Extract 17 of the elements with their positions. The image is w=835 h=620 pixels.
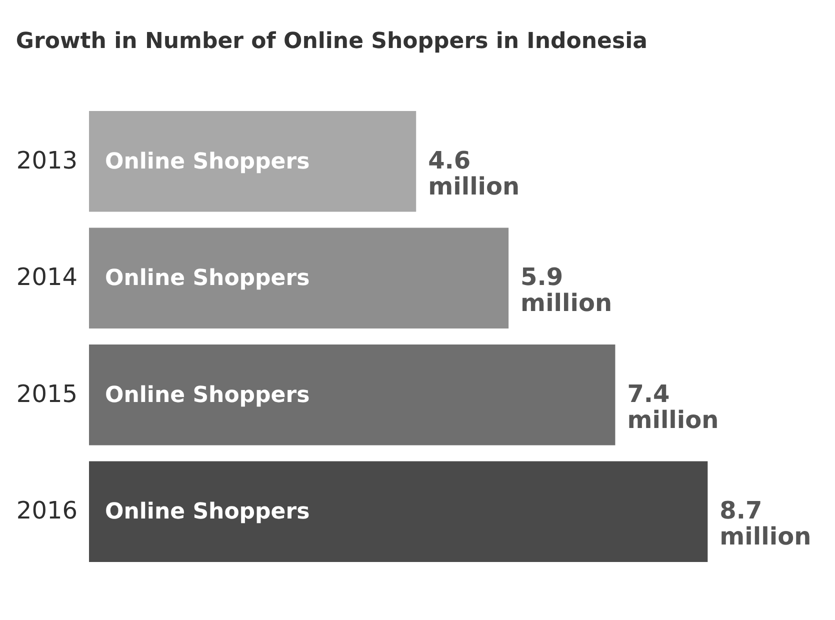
- data-label: 7.4 million: [627, 380, 719, 434]
- data-label: 5.9 million: [520, 263, 612, 318]
- bar: [89, 228, 509, 329]
- chart-title: Growth in Number of Online Shoppers in Indonesia: [16, 29, 648, 54]
- bar: [89, 344, 616, 446]
- annotation: Online Shoppers: [105, 500, 310, 525]
- annotation: Online Shoppers: [105, 266, 310, 292]
- y-tick-label: 2013: [16, 146, 78, 174]
- y-tick-label: 2016: [16, 496, 78, 525]
- y-tick-label: 2014: [16, 263, 78, 292]
- y-tick-label: 2015: [16, 380, 78, 408]
- bar: [89, 461, 708, 562]
- data-label: 8.7 million: [720, 496, 812, 551]
- annotation: Online Shoppers: [105, 382, 310, 408]
- annotation: Online Shoppers: [105, 149, 310, 174]
- bar: [89, 110, 416, 212]
- data-label: 4.6 million: [428, 146, 520, 200]
